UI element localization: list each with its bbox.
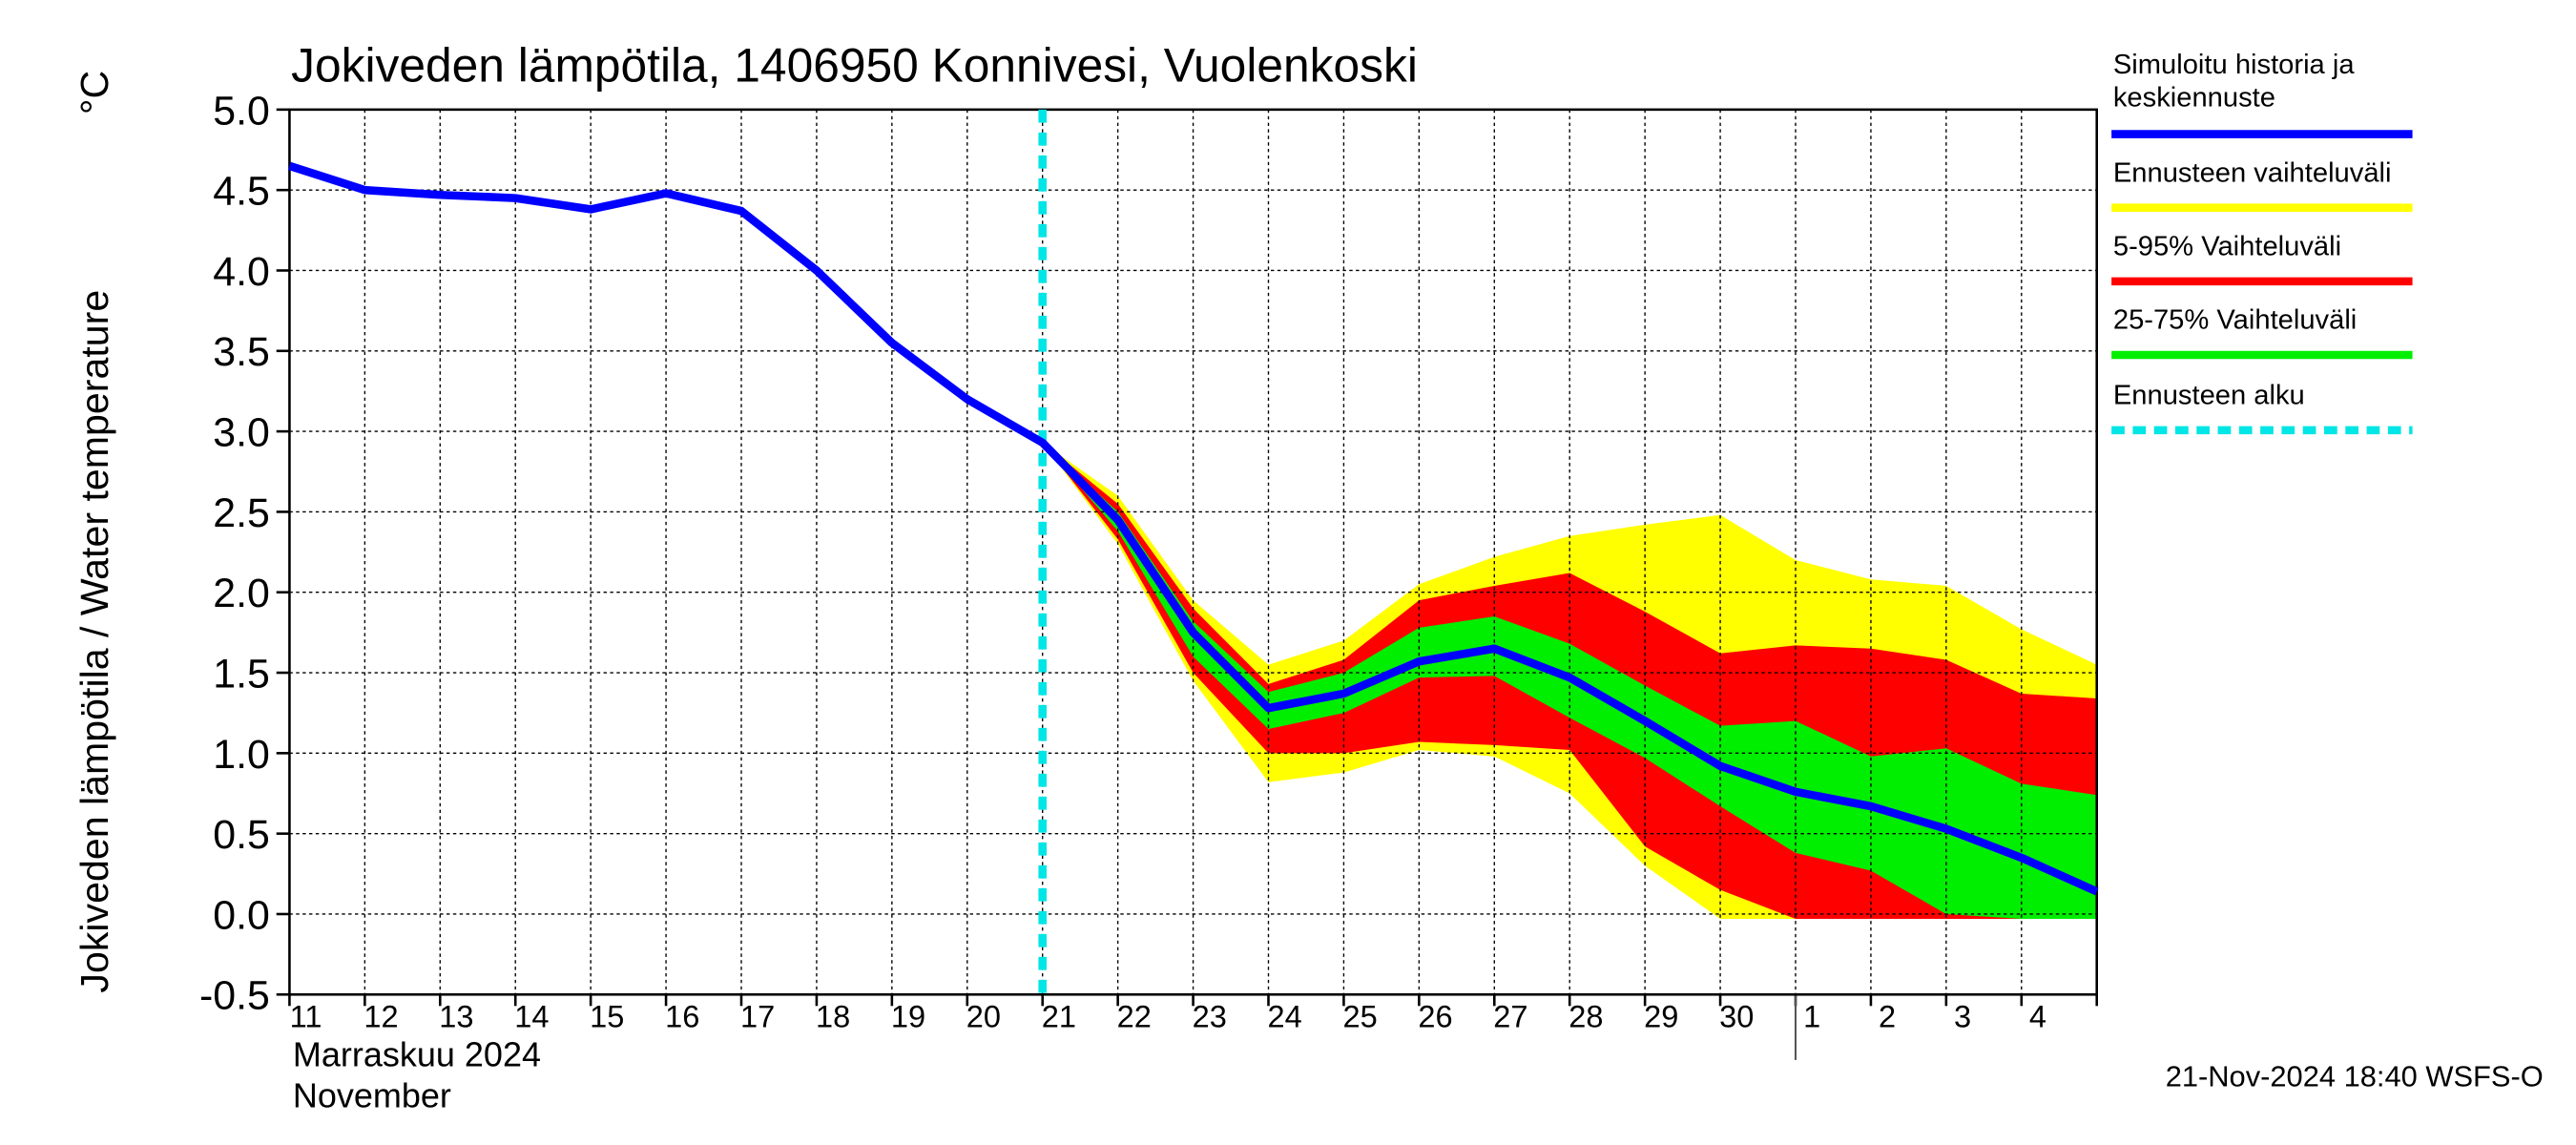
legend-label: Simuloitu historia ja keskiennuste bbox=[2112, 49, 2355, 114]
y-tick-label: 0.5 bbox=[213, 812, 270, 858]
x-tick-label: 23 bbox=[1193, 1000, 1227, 1034]
x-tick-label: 12 bbox=[364, 1000, 398, 1034]
x-tick-label: 4 bbox=[2029, 1000, 2046, 1034]
x-tick-label: 3 bbox=[1954, 1000, 1971, 1034]
x-tick-label: 24 bbox=[1268, 1000, 1302, 1034]
x-tick-label: 14 bbox=[514, 1000, 549, 1034]
x-axis-label: Marraskuu 2024 bbox=[293, 1035, 541, 1074]
x-tick-label: 26 bbox=[1418, 1000, 1452, 1034]
x-tick-label: 17 bbox=[740, 1000, 775, 1034]
x-tick-label: 28 bbox=[1568, 1000, 1603, 1034]
x-tick-label: 29 bbox=[1644, 1000, 1678, 1034]
x-tick-label: 1 bbox=[1803, 1000, 1820, 1034]
y-axis-label: Jokiveden lämpötila / Water temperature bbox=[73, 290, 116, 993]
y-tick-label: 4.5 bbox=[213, 169, 270, 215]
legend-label: 5-95% Vaihteluväli bbox=[2112, 230, 2342, 262]
legend-label: Ennusteen alku bbox=[2112, 379, 2305, 411]
x-tick-label: 25 bbox=[1342, 1000, 1377, 1034]
legend-label: Ennusteen vaihteluväli bbox=[2112, 156, 2392, 189]
x-tick-label: 11 bbox=[290, 1000, 322, 1034]
legend-label-box: Ennusteen alku bbox=[2112, 379, 2305, 411]
x-tick-label: 18 bbox=[816, 1000, 850, 1034]
legend-label-box: 25-75% Vaihteluväli bbox=[2112, 303, 2358, 336]
x-tick-label: 27 bbox=[1493, 1000, 1527, 1034]
x-tick-label: 30 bbox=[1719, 1000, 1754, 1034]
legend-label: 25-75% Vaihteluväli bbox=[2112, 303, 2358, 336]
y-tick-label: 1.0 bbox=[213, 732, 270, 778]
y-axis-unit: °C bbox=[73, 71, 116, 114]
legend-label-box: Simuloitu historia ja keskiennuste bbox=[2112, 49, 2355, 114]
y-tick-label: 3.5 bbox=[213, 329, 270, 375]
legend-label-box: 5-95% Vaihteluväli bbox=[2112, 230, 2342, 262]
x-tick-label: 16 bbox=[665, 1000, 699, 1034]
y-tick-label: 0.0 bbox=[213, 892, 270, 938]
x-tick-label: 21 bbox=[1042, 1000, 1076, 1034]
series-line bbox=[288, 161, 2099, 896]
x-tick-label: 22 bbox=[1117, 1000, 1152, 1034]
plot-frame bbox=[288, 108, 2098, 996]
y-tick-label: 2.5 bbox=[213, 490, 270, 536]
timestamp: 21-Nov-2024 18:40 WSFS-O bbox=[2166, 1059, 2544, 1093]
y-tick-label: 3.0 bbox=[213, 410, 270, 456]
y-tick-label: -0.5 bbox=[199, 973, 270, 1019]
chart-title: Jokiveden lämpötila, 1406950 Konnivesi, … bbox=[291, 39, 1418, 93]
x-axis-label: November bbox=[293, 1076, 451, 1115]
x-tick-label: 13 bbox=[439, 1000, 473, 1034]
y-tick-label: 4.0 bbox=[213, 249, 270, 295]
y-tick-label: 1.5 bbox=[213, 651, 270, 697]
y-tick-label: 5.0 bbox=[213, 88, 270, 134]
y-tick-label: 2.0 bbox=[213, 571, 270, 616]
x-tick-label: 20 bbox=[966, 1000, 1001, 1034]
x-tick-label: 2 bbox=[1879, 1000, 1896, 1034]
x-tick-label: 15 bbox=[590, 1000, 624, 1034]
legend-label-box: Ennusteen vaihteluväli bbox=[2112, 156, 2392, 189]
x-tick-label: 19 bbox=[891, 1000, 925, 1034]
